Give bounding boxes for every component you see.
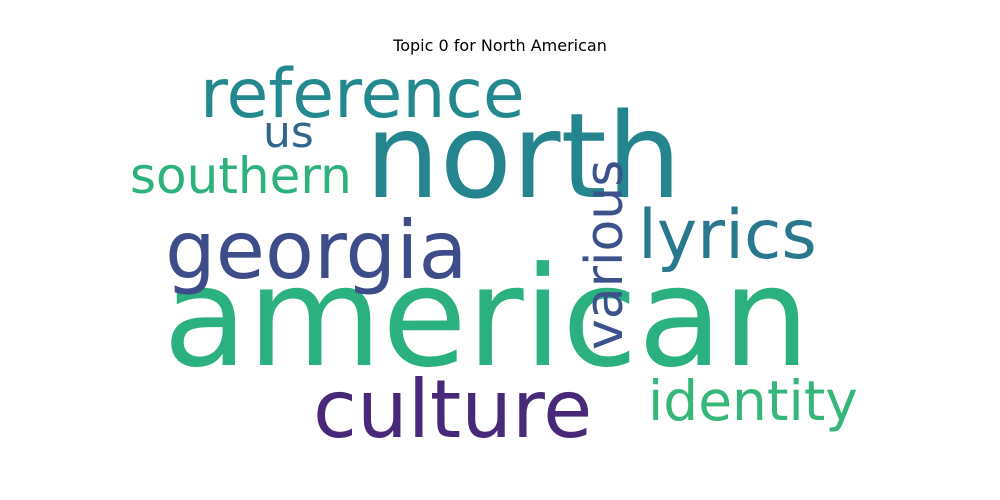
word-southern: southern xyxy=(130,147,352,205)
word-georgia: georgia xyxy=(165,204,467,297)
word-north: north xyxy=(365,87,682,225)
word-various: various xyxy=(575,160,635,350)
chart-title: Topic 0 for North American xyxy=(393,36,607,55)
word-culture: culture xyxy=(313,363,592,456)
word-us: us xyxy=(263,107,314,158)
word-reference: reference xyxy=(200,55,525,134)
word-american: american xyxy=(163,237,810,398)
word-identity: identity xyxy=(648,369,858,433)
word-lyrics: lyrics xyxy=(638,196,817,275)
